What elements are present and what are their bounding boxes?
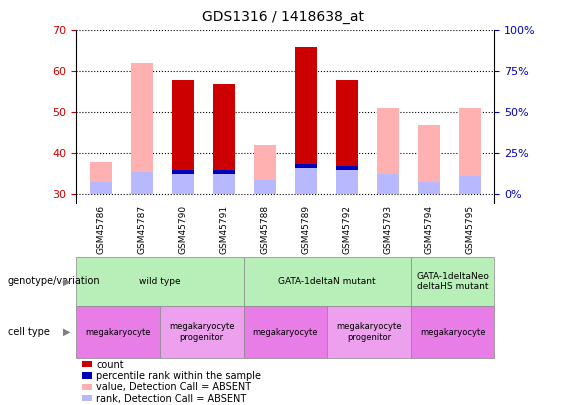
Text: GSM45790: GSM45790 <box>179 205 188 254</box>
Text: megakaryocyte
progenitor: megakaryocyte progenitor <box>336 322 402 342</box>
Bar <box>336 79 358 168</box>
Text: GSM45791: GSM45791 <box>219 205 228 254</box>
Bar <box>212 84 235 172</box>
Bar <box>459 108 481 194</box>
Text: megakaryocyte: megakaryocyte <box>420 328 485 337</box>
Bar <box>376 108 399 194</box>
Text: cell type: cell type <box>8 327 50 337</box>
Text: GSM45789: GSM45789 <box>301 205 310 254</box>
Text: GSM45793: GSM45793 <box>383 205 392 254</box>
Text: GSM45794: GSM45794 <box>424 205 433 254</box>
Bar <box>336 166 358 170</box>
Text: megakaryocyte: megakaryocyte <box>253 328 318 337</box>
Bar <box>294 166 317 194</box>
Text: wild type: wild type <box>139 277 181 286</box>
Bar <box>90 162 112 194</box>
Bar <box>294 47 317 166</box>
Text: count: count <box>96 360 124 369</box>
Text: GSM45786: GSM45786 <box>97 205 105 254</box>
Text: percentile rank within the sample: percentile rank within the sample <box>96 371 261 381</box>
Text: value, Detection Call = ABSENT: value, Detection Call = ABSENT <box>96 382 251 392</box>
Bar <box>418 125 440 194</box>
Bar <box>376 174 399 194</box>
Bar <box>336 79 358 194</box>
Text: GSM45792: GSM45792 <box>342 205 351 254</box>
Bar <box>131 172 153 194</box>
Text: GATA-1deltaN mutant: GATA-1deltaN mutant <box>279 277 376 286</box>
Text: megakaryocyte: megakaryocyte <box>85 328 151 337</box>
Text: GATA-1deltaNeo
deltaHS mutant: GATA-1deltaNeo deltaHS mutant <box>416 272 489 291</box>
Text: GSM45787: GSM45787 <box>137 205 146 254</box>
Text: megakaryocyte
progenitor: megakaryocyte progenitor <box>169 322 234 342</box>
Bar <box>172 172 194 194</box>
Text: GSM45788: GSM45788 <box>260 205 270 254</box>
Text: rank, Detection Call = ABSENT: rank, Detection Call = ABSENT <box>96 394 246 403</box>
Bar <box>254 145 276 194</box>
Text: ▶: ▶ <box>63 327 71 337</box>
Bar <box>90 182 112 194</box>
Bar <box>172 79 194 194</box>
Bar <box>172 79 194 172</box>
Bar <box>294 47 317 194</box>
Bar <box>212 84 235 194</box>
Bar <box>212 170 235 174</box>
Text: GSM45795: GSM45795 <box>466 205 474 254</box>
Bar <box>254 180 276 194</box>
Bar <box>172 170 194 174</box>
Text: genotype/variation: genotype/variation <box>8 277 100 286</box>
Bar <box>212 172 235 194</box>
Bar <box>131 63 153 194</box>
Bar <box>336 168 358 194</box>
Bar <box>418 182 440 194</box>
Text: GDS1316 / 1418638_at: GDS1316 / 1418638_at <box>202 10 363 24</box>
Text: ▶: ▶ <box>63 277 71 286</box>
Bar <box>459 176 481 194</box>
Bar <box>294 164 317 168</box>
